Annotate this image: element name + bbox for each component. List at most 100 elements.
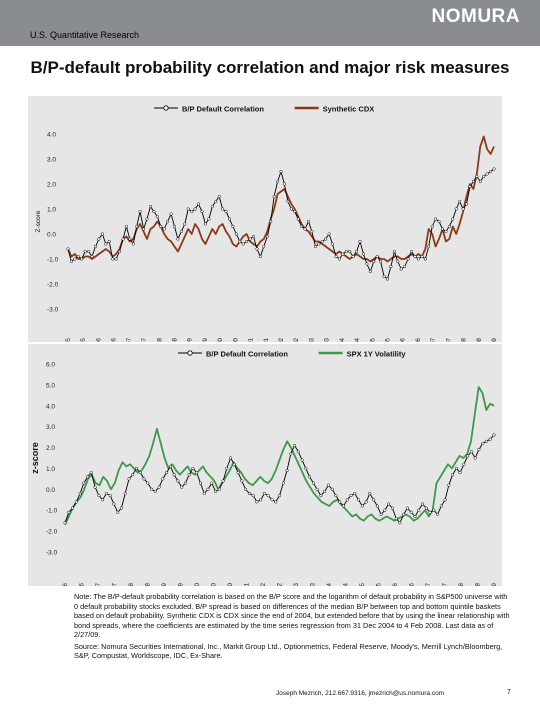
data-point xyxy=(116,510,120,514)
data-point xyxy=(387,502,391,506)
data-point xyxy=(69,259,73,264)
series-line xyxy=(67,168,495,280)
data-point xyxy=(193,207,197,211)
data-point xyxy=(310,229,314,234)
data-point xyxy=(409,249,414,254)
x-tick-label: Jul-05 xyxy=(376,582,383,586)
data-point xyxy=(138,471,142,475)
x-tick-label: Jul-96 xyxy=(79,582,86,586)
data-point xyxy=(372,498,376,502)
data-point xyxy=(323,489,327,493)
data-point xyxy=(330,487,334,491)
data-point xyxy=(93,244,98,249)
data-point xyxy=(269,219,273,224)
data-point xyxy=(87,249,91,254)
data-point xyxy=(238,239,242,244)
legend-item-1: SPX 1Y Volatility xyxy=(318,350,406,359)
data-point xyxy=(217,487,221,491)
data-point xyxy=(492,167,496,171)
x-tick-label: Jul-02 xyxy=(293,337,300,342)
data-point xyxy=(217,194,221,199)
x-tick-label: Jul-05 xyxy=(385,337,392,342)
data-point xyxy=(405,506,409,510)
data-point xyxy=(152,209,156,214)
data-point xyxy=(326,483,330,487)
x-tick-label: Jan-09 xyxy=(491,582,498,586)
data-point xyxy=(251,494,255,498)
x-tick-label: Jan-04 xyxy=(326,582,333,586)
data-point xyxy=(286,199,290,204)
data-point xyxy=(471,179,475,184)
data-point xyxy=(368,269,372,274)
data-point xyxy=(389,264,393,269)
data-point xyxy=(63,521,67,525)
data-point xyxy=(308,475,312,479)
x-tick-label: n-08 xyxy=(461,337,468,342)
data-point xyxy=(440,227,445,231)
data-point xyxy=(482,174,486,179)
data-point xyxy=(161,477,165,481)
x-tick-label: Jul-00 xyxy=(211,582,218,586)
data-point xyxy=(360,504,364,508)
data-point xyxy=(214,199,218,204)
data-point xyxy=(97,237,101,241)
data-point xyxy=(155,214,159,219)
x-tick-label: n-03 xyxy=(308,337,315,342)
series-1 xyxy=(67,135,495,263)
data-point xyxy=(258,254,262,259)
data-point xyxy=(344,249,348,254)
y-tick-label: 2.0 xyxy=(46,445,55,452)
page-number: 7 xyxy=(507,689,511,696)
data-point xyxy=(484,439,489,443)
data-point xyxy=(432,508,436,512)
data-point xyxy=(89,471,93,475)
y-tick-label: 1.0 xyxy=(47,207,56,214)
data-point xyxy=(76,254,80,259)
data-point xyxy=(485,172,489,176)
data-point xyxy=(276,179,280,184)
data-point xyxy=(392,249,396,254)
section-label: U.S. Quantitative Research xyxy=(30,30,140,40)
data-point xyxy=(107,239,111,244)
data-point xyxy=(86,475,90,479)
data-point xyxy=(145,217,149,221)
y-tick-label: 2.0 xyxy=(47,182,56,189)
data-point xyxy=(206,487,210,491)
data-point xyxy=(413,514,417,519)
data-point xyxy=(303,227,307,231)
data-point xyxy=(259,498,263,502)
chart-panel-cdx: B/P Default Correlation Synthetic CDX Z-sc… xyxy=(28,96,502,342)
x-tick-label: Jul-04 xyxy=(343,582,350,586)
data-point xyxy=(439,504,443,508)
x-tick-label: Jul-98 xyxy=(145,582,152,586)
x-tick-label: Jul-99 xyxy=(178,582,185,586)
data-point xyxy=(221,479,225,483)
x-tick-label: Jan-03 xyxy=(293,582,300,586)
y-tick-label: 1.0 xyxy=(46,466,55,473)
footer-contact: Joseph Mezrich, 212.667.9316, jmezrich@u… xyxy=(276,690,445,697)
data-point xyxy=(117,249,122,254)
data-point xyxy=(247,491,251,496)
x-tick-label: n-98 xyxy=(156,337,163,342)
data-point xyxy=(428,510,432,514)
data-point xyxy=(488,437,492,441)
x-tick-label: Jul-06 xyxy=(409,582,416,586)
legend-item-0: B/P Default Correlation xyxy=(154,105,264,114)
data-point xyxy=(176,237,180,241)
data-point xyxy=(424,506,428,510)
data-point xyxy=(466,454,470,458)
data-point xyxy=(187,473,191,477)
x-tick-label: Jan-99 xyxy=(161,582,168,586)
x-tick-label: Jul-96 xyxy=(111,337,118,342)
data-point xyxy=(285,468,289,473)
x-tick-label: Jan-05 xyxy=(359,582,366,586)
data-point xyxy=(100,232,104,236)
y-tick-label: 0.0 xyxy=(46,487,55,494)
data-point xyxy=(447,224,451,229)
chart-panel-volatility: B/P Default Correlation SPX 1Y Volatility… xyxy=(28,344,502,586)
y-tick-label: 4.0 xyxy=(47,132,56,139)
data-point xyxy=(227,217,232,221)
data-point xyxy=(123,491,127,496)
x-tick-label: Jul-01 xyxy=(263,337,270,342)
data-point xyxy=(358,239,362,244)
